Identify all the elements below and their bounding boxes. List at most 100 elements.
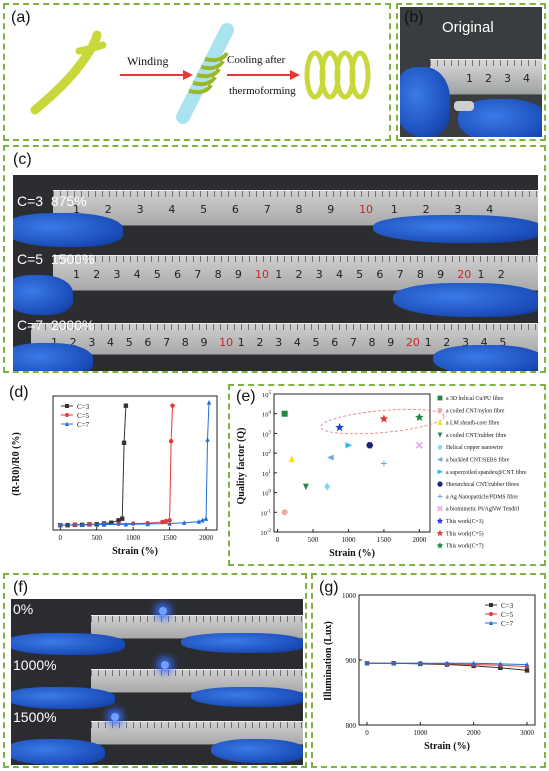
ruler-number: 4 bbox=[480, 336, 488, 349]
x-axis-label: Strain (%) bbox=[112, 546, 158, 557]
legend-entry: C=3 bbox=[77, 403, 90, 411]
legend-entry: a coiled CNT/nylon fibre bbox=[446, 407, 505, 414]
legend-marker bbox=[437, 432, 443, 438]
legend: a 3D helical Cu/PU fibre a coiled CNT/nyl… bbox=[436, 395, 527, 550]
panel-f-label: (f) bbox=[13, 579, 29, 596]
cooling-label-2: thermoforming bbox=[229, 85, 296, 97]
ruler-number: 4 bbox=[168, 203, 176, 216]
glass-rod bbox=[176, 23, 234, 124]
ruler-number: 9 bbox=[387, 336, 395, 349]
y-tick-label: 102 bbox=[262, 450, 272, 458]
ruler-number: 5 bbox=[312, 336, 320, 349]
data-point bbox=[163, 518, 169, 524]
panel-b: 1 2 3 4 5 (b) Original bbox=[396, 3, 546, 141]
x-tick-label: 1500 bbox=[377, 536, 392, 544]
cooling-label-1: Cooling after bbox=[227, 54, 286, 66]
y-tick-label: 100 bbox=[262, 490, 272, 498]
led-1000 bbox=[161, 661, 169, 669]
legend-marker bbox=[489, 612, 493, 616]
series-line bbox=[60, 402, 210, 526]
highlight-ellipse bbox=[320, 408, 445, 435]
legend-entry: C=3 bbox=[501, 602, 514, 610]
row-c7-label: C=7 2000% bbox=[17, 317, 95, 333]
ruler-b: 1 2 3 4 5 bbox=[430, 59, 542, 95]
data-point bbox=[415, 441, 423, 449]
y-tick-label: 101 bbox=[262, 470, 272, 478]
panel-f-photo: 0% 1000% 1500% bbox=[11, 599, 303, 765]
data-point bbox=[145, 521, 150, 527]
panel-d: (d) 0 500 1000 1500 2000 Strain (%) C=3 C=5 C=7 (… bbox=[3, 384, 225, 564]
legend-entry: This work(C=3) bbox=[446, 518, 484, 525]
data-point bbox=[206, 399, 212, 405]
legend-entry: C=5 bbox=[77, 412, 90, 420]
led-1500 bbox=[111, 713, 119, 721]
panel-b-photo: 1 2 3 4 5 bbox=[400, 7, 542, 137]
data-point bbox=[345, 442, 353, 449]
panel-a: (a) Winding Cooling after thermoforming bbox=[3, 3, 391, 141]
data-point bbox=[203, 516, 209, 521]
ruler-number: 10 bbox=[219, 336, 234, 349]
ruler-number: 1 bbox=[237, 336, 245, 349]
panel-g-label: (g) bbox=[319, 579, 339, 596]
legend-entry: C=7 bbox=[501, 620, 514, 628]
straight-fiber bbox=[30, 30, 102, 115]
data-point bbox=[121, 440, 127, 446]
f-row-1500: 1500% bbox=[13, 709, 57, 725]
row-c5-label: C=5 1500% bbox=[17, 251, 95, 267]
data-point bbox=[167, 518, 172, 523]
legend-marker bbox=[489, 603, 493, 607]
x-tick-label: 3000 bbox=[520, 729, 535, 737]
panel-b-caption: Original bbox=[442, 19, 494, 36]
data-point bbox=[380, 460, 387, 467]
y-axis-label: Quality factor (Q) bbox=[236, 427, 247, 504]
data-point bbox=[182, 520, 187, 525]
ruler-number: 10 bbox=[359, 203, 374, 216]
legend-marker bbox=[437, 407, 443, 413]
y-axis-label: (R-R0)/R0 (%) bbox=[11, 432, 22, 496]
ruler-number: 5 bbox=[200, 203, 208, 216]
data-point bbox=[281, 410, 288, 417]
y-axis-label: Illumination (Lux) bbox=[323, 621, 334, 701]
plot-frame bbox=[52, 395, 218, 531]
x-tick-label: 0 bbox=[365, 729, 369, 737]
ruler-number: 7 bbox=[263, 203, 271, 216]
ruler-number: 1 bbox=[73, 268, 80, 281]
ruler-number: 1 bbox=[477, 268, 485, 281]
ruler-number: 4 bbox=[293, 336, 301, 349]
ruler-number: 3 bbox=[454, 203, 462, 216]
legend-entry: C=7 bbox=[77, 421, 90, 429]
data-point bbox=[196, 518, 201, 524]
data-point bbox=[364, 660, 370, 666]
panel-f: (f) 0% 1000% 1500% bbox=[3, 573, 307, 768]
panel-a-label: (a) bbox=[11, 9, 31, 26]
legend-marker bbox=[437, 505, 443, 512]
ruler-number: 1 bbox=[424, 336, 432, 349]
data-point bbox=[200, 517, 205, 523]
ruler-number: 7 bbox=[349, 336, 357, 349]
data-point bbox=[498, 665, 503, 670]
ruler-number: 7 bbox=[163, 336, 171, 349]
data-point bbox=[116, 521, 121, 527]
row-c3-label: C=3 875% bbox=[17, 193, 87, 209]
ruler-number: 3 bbox=[315, 268, 323, 281]
ruler-number: 1 bbox=[275, 268, 283, 281]
ruler-number: 2 bbox=[69, 336, 77, 349]
legend-entry: a coiled CNT/rubber fibre bbox=[446, 432, 507, 439]
y-tick-label: 900 bbox=[346, 657, 357, 665]
x-tick-label: 1000 bbox=[413, 729, 428, 737]
ruler-number: 2 bbox=[497, 268, 505, 281]
legend-marker bbox=[437, 457, 443, 462]
chart-d: 0 500 1000 1500 2000 Strain (%) C=3C=5C=7 (R-R0… bbox=[11, 395, 218, 557]
ruler-number: 1 bbox=[73, 203, 80, 216]
legend-marker bbox=[65, 413, 69, 417]
legend-marker bbox=[437, 469, 443, 475]
panel-e: (e) 0 500 1000 1500 2000 10-2 10-1 100 101 102 103… bbox=[228, 384, 546, 566]
data-point bbox=[58, 522, 63, 528]
ruler-number: 6 bbox=[174, 268, 182, 281]
ruler-number: 9 bbox=[437, 268, 445, 281]
f-row-1000: 1000% bbox=[13, 657, 57, 673]
x-axis-label: Strain (%) bbox=[329, 548, 375, 559]
winding-label: Winding bbox=[127, 54, 169, 68]
ruler-number: 6 bbox=[376, 268, 384, 281]
x-tick-label: 500 bbox=[91, 534, 102, 542]
